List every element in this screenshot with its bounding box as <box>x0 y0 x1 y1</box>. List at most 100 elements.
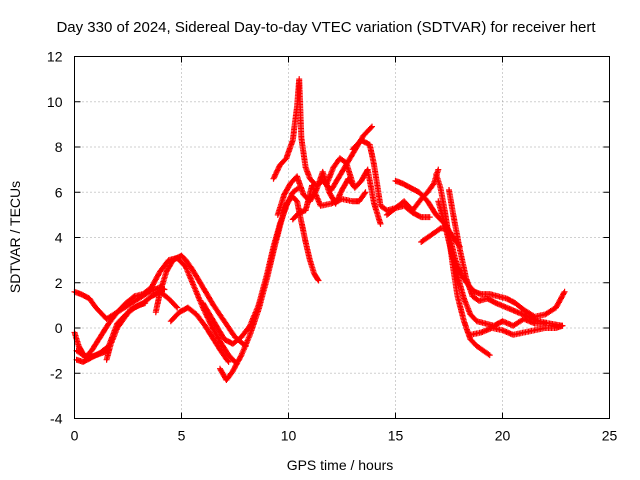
data-point <box>420 216 422 218</box>
y-axis-label: SDTVAR / TECUs <box>7 181 23 293</box>
data-point <box>360 180 362 182</box>
data-point <box>91 350 93 352</box>
data-point <box>88 356 91 358</box>
series-track-7 <box>167 304 232 365</box>
data-point <box>512 325 514 327</box>
series-track-5 <box>103 300 149 363</box>
data-point <box>491 327 493 329</box>
data-point <box>469 313 471 315</box>
data-point <box>403 205 405 207</box>
data-point <box>78 345 80 347</box>
x-tick-label: 20 <box>495 428 511 444</box>
data-point <box>501 320 504 322</box>
data-point <box>240 354 242 356</box>
data-point <box>427 236 429 239</box>
data-point <box>457 295 459 297</box>
data-point <box>412 212 414 214</box>
data-point <box>439 187 441 189</box>
data-point <box>296 200 298 202</box>
data-point <box>106 359 108 361</box>
data-point <box>266 277 268 279</box>
data-point <box>223 320 225 322</box>
data-point <box>538 320 540 322</box>
data-point <box>403 200 405 202</box>
data-point <box>176 307 178 309</box>
x-tick-label: 0 <box>71 428 79 444</box>
data-point <box>155 311 157 313</box>
data-point <box>298 78 300 80</box>
data-point <box>418 191 420 193</box>
axis-ticks: 0 5 10 15 20 25 -4 -2 0 2 4 6 8 10 12 <box>47 49 618 444</box>
data-series <box>71 76 568 383</box>
data-point <box>401 182 403 184</box>
data-point <box>433 182 435 184</box>
data-point <box>138 304 140 306</box>
series-track-12 <box>289 182 369 223</box>
data-point <box>476 320 478 322</box>
data-point <box>474 291 476 293</box>
data-point <box>101 352 103 354</box>
x-tick-label: 25 <box>602 428 618 444</box>
data-point <box>116 327 118 329</box>
data-point <box>326 182 328 184</box>
y-tick-label: 8 <box>55 139 63 155</box>
data-point <box>379 223 382 225</box>
data-point <box>210 325 213 327</box>
data-point <box>311 184 313 187</box>
data-point <box>482 350 484 352</box>
data-point <box>163 288 165 291</box>
data-point <box>386 209 388 211</box>
data-point <box>82 354 84 356</box>
series-track-6 <box>152 252 249 350</box>
data-point <box>484 322 486 325</box>
data-point <box>80 293 82 295</box>
data-point <box>534 329 536 331</box>
data-point <box>429 216 431 218</box>
data-point <box>221 352 223 354</box>
data-point <box>352 153 354 155</box>
series-track-14 <box>349 137 442 214</box>
y-tick-label: 4 <box>55 230 63 246</box>
data-point <box>272 178 275 180</box>
data-point <box>514 302 516 304</box>
data-point <box>123 318 125 320</box>
y-tick-label: 6 <box>55 184 63 200</box>
data-point <box>223 338 225 340</box>
data-point <box>328 191 330 193</box>
data-point <box>309 259 311 261</box>
data-point <box>106 318 108 320</box>
data-point <box>371 126 373 128</box>
data-point <box>138 298 140 300</box>
data-point <box>549 322 551 325</box>
data-point <box>150 295 153 297</box>
data-point <box>292 196 294 198</box>
data-point <box>420 241 422 243</box>
data-point <box>367 169 369 171</box>
data-point <box>272 250 275 252</box>
data-point <box>523 331 525 334</box>
data-point <box>461 275 463 277</box>
x-tick-label: 5 <box>178 428 186 444</box>
data-point <box>150 286 153 288</box>
data-point <box>240 336 242 338</box>
y-tick-label: 2 <box>55 275 63 291</box>
data-point <box>486 298 489 300</box>
data-point <box>345 162 347 164</box>
data-point <box>463 320 465 322</box>
data-point <box>191 268 193 270</box>
data-point <box>373 203 375 205</box>
data-point <box>232 370 234 372</box>
data-point <box>352 182 354 184</box>
data-point <box>386 214 388 216</box>
data-point <box>202 286 204 288</box>
data-point <box>292 191 294 193</box>
data-point <box>296 175 298 177</box>
data-point <box>480 331 482 334</box>
data-point <box>232 343 234 345</box>
data-point <box>76 350 78 352</box>
data-point <box>439 227 441 229</box>
data-point <box>506 307 508 309</box>
data-point <box>302 193 305 196</box>
data-point <box>435 173 437 175</box>
